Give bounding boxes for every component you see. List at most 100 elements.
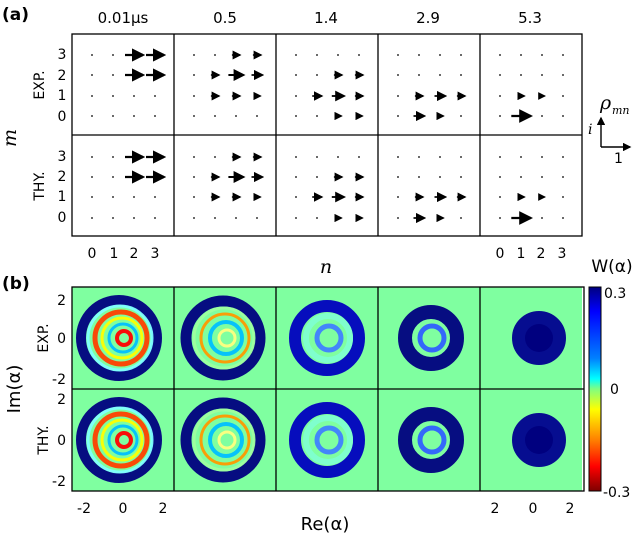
m-tick-2-bottom: 2 [58, 169, 67, 185]
arrow-dot [193, 54, 195, 56]
wigner-ring [100, 418, 144, 462]
arrow-dot [397, 156, 399, 158]
wigner-ring [76, 397, 162, 483]
arrow-dot [193, 115, 195, 117]
arrow-dot [316, 74, 318, 76]
arrow-dot [562, 95, 564, 97]
arrow-dot [256, 115, 258, 117]
wigner-ring [192, 408, 256, 472]
arrow-dot [295, 95, 297, 97]
arrow-dot [235, 217, 237, 219]
n-tick-0-left: 0 [88, 246, 97, 262]
arrow-dot [562, 196, 564, 198]
row-label-exp-a: EXP. [32, 70, 48, 99]
wigner-ring [180, 295, 266, 381]
wigner-core [525, 426, 553, 454]
arrow-dot [541, 176, 543, 178]
m-tick-3-top: 3 [58, 47, 67, 63]
wigner-ring [217, 328, 237, 348]
wigner-ring [180, 397, 266, 483]
arrow-dot [295, 74, 297, 76]
arrow-dot [112, 74, 114, 76]
wigner-ring [303, 415, 353, 465]
panel-a-label: (a) [2, 5, 29, 25]
arrow-dot [91, 54, 93, 56]
n-tick-1-right: 1 [517, 246, 526, 262]
arrow-dot [541, 74, 543, 76]
arrow-dot [154, 115, 156, 117]
arrow-dot [439, 54, 441, 56]
wigner-ring [512, 311, 566, 365]
inset-real-label: 1 [614, 151, 623, 167]
inset-rho: ρ [599, 92, 612, 114]
wigner-ring [199, 414, 251, 466]
arrow-dot [541, 54, 543, 56]
arrow-dot [112, 217, 114, 219]
arrow-dot [256, 217, 258, 219]
inset-imag-label: i [588, 122, 592, 138]
wigner-ring [115, 431, 133, 449]
arrow-dot [499, 74, 501, 76]
wigner-ring [398, 305, 464, 371]
m-tick-0-bottom: 0 [58, 210, 67, 226]
arrow-dot [460, 54, 462, 56]
panel-b-y-ticks: 2 0 -2 2 0 -2 [52, 293, 66, 490]
arrow-dot [316, 115, 318, 117]
panel-b-grid [71, 286, 585, 492]
row-label-exp-b: EXP. [36, 323, 52, 352]
arrow-dot [541, 217, 543, 219]
arrow-dot [499, 156, 501, 158]
arrow-dot [397, 176, 399, 178]
time-labels: 0.01µs 0.5 1.4 2.9 5.3 [98, 9, 542, 27]
arrow-dot [235, 115, 237, 117]
n-tick-0-right: 0 [496, 246, 505, 262]
arrow-dot [460, 176, 462, 178]
colorbar-title: W(α) [591, 257, 632, 277]
arrow-dot [214, 156, 216, 158]
arrow-dot [91, 74, 93, 76]
arrow-dot [316, 54, 318, 56]
arrow-dot [91, 95, 93, 97]
m-ticks-top: 3 2 1 0 [58, 47, 67, 125]
wigner-ring [208, 320, 244, 356]
phase-inset: ρ mn i 1 [588, 92, 632, 167]
arrow-dot [541, 156, 543, 158]
arrow-dot [397, 95, 399, 97]
arrow-dot [193, 74, 195, 76]
arrow-dot [460, 115, 462, 117]
arrow-dot [154, 217, 156, 219]
x-tick-0-right: 0 [529, 501, 538, 517]
arrow-dot [562, 176, 564, 178]
wigner-ring [107, 424, 139, 456]
arrow-dot [295, 217, 297, 219]
arrow-dot [133, 217, 135, 219]
wigner-background [378, 389, 480, 491]
arrow-dot [214, 217, 216, 219]
arrow-dot [112, 176, 114, 178]
arrow-dot [112, 115, 114, 117]
wigner-ring [303, 313, 353, 363]
arrow-dot [562, 115, 564, 117]
colorbar-max: 0.3 [604, 286, 626, 302]
arrow-dot [133, 115, 135, 117]
arrow-dot [439, 176, 441, 178]
panel-b-label: (b) [2, 274, 30, 294]
y-tick-neg2-bottom: -2 [52, 474, 66, 490]
inset-rho-subscript: mn [612, 104, 630, 117]
n-tick-3-right: 3 [558, 246, 567, 262]
wigner-ring [512, 413, 566, 467]
density-matrix-arrows [91, 48, 564, 225]
arrow-dot [358, 156, 360, 158]
arrow-dot [499, 115, 501, 117]
arrow-dot [499, 54, 501, 56]
arrow-dot [358, 54, 360, 56]
x-tick-2-left: 2 [159, 501, 168, 517]
n-tick-3-left: 3 [151, 246, 160, 262]
arrow-dot [418, 74, 420, 76]
panel-a-grid [71, 33, 583, 237]
wigner-ring [92, 411, 150, 469]
y-tick-0-bottom: 0 [57, 433, 66, 449]
time-label-4: 5.3 [518, 9, 542, 27]
arrow-dot [133, 95, 135, 97]
